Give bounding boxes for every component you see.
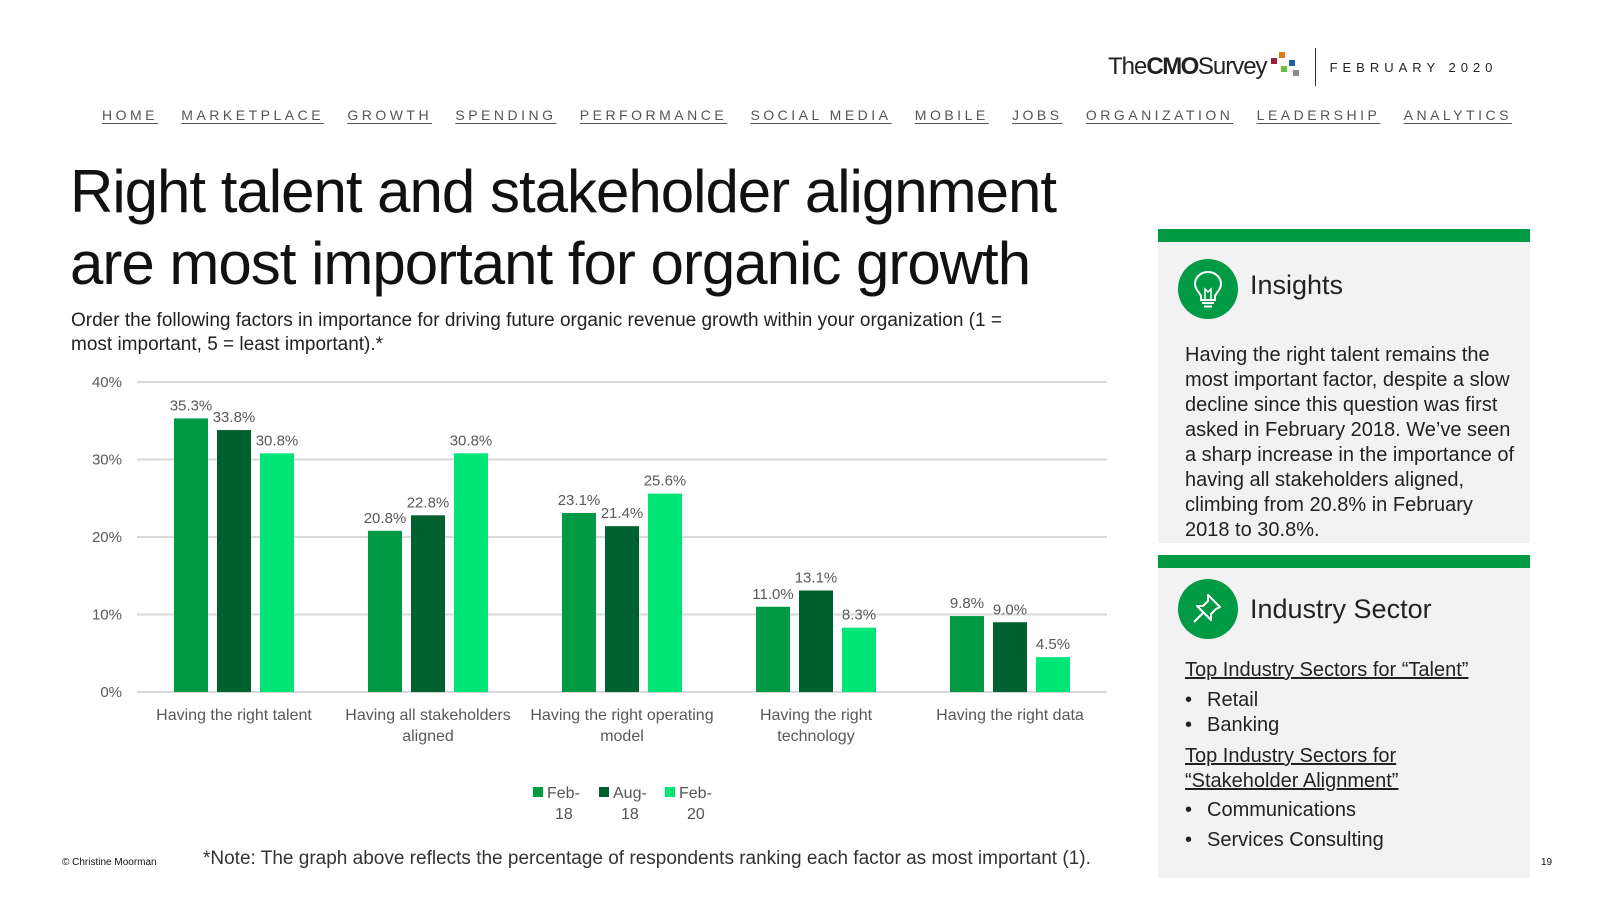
data-label: 33.8% [213, 409, 256, 426]
pushpin-icon [1178, 579, 1238, 639]
bar [411, 515, 445, 692]
legend-item-aug-18: Aug- 18 [599, 783, 653, 825]
logo-divider [1314, 48, 1316, 86]
data-label: 9.0% [993, 601, 1027, 618]
list-item: Retail [1185, 688, 1279, 713]
bar [993, 622, 1027, 692]
bar [756, 606, 790, 692]
data-label: 4.5% [1036, 636, 1070, 653]
x-category-label: aligned [402, 728, 454, 745]
stakeholder-sectors-list: Communications Services Consulting [1185, 798, 1384, 853]
insights-text: Having the right talent remains the most… [1185, 344, 1515, 541]
nav-growth[interactable]: GROWTH [347, 107, 433, 123]
nav-performance[interactable]: PERFORMANCE [579, 107, 728, 123]
x-category-label: Having all stakeholders [345, 707, 510, 724]
bar [368, 530, 402, 692]
data-label: 35.3% [170, 397, 213, 414]
bar [605, 526, 639, 692]
data-label: 30.8% [256, 432, 299, 449]
industry-sector-heading: Industry Sector [1250, 594, 1432, 624]
logo-wordmark: TheCMOSurvey [1108, 53, 1268, 80]
x-category-label: model [600, 728, 644, 745]
bar [950, 616, 984, 692]
stakeholder-sectors-title: Top Industry Sectors for “Stakeholder Al… [1185, 745, 1399, 792]
legend-label-feb-18-line1: Feb- [547, 785, 580, 802]
data-label: 9.8% [950, 595, 984, 612]
lightbulb-icon [1178, 259, 1238, 319]
bar [217, 430, 251, 692]
bar [842, 627, 876, 692]
nav-spending[interactable]: SPENDING [455, 107, 557, 123]
legend-swatch-aug-18 [599, 787, 609, 797]
bar [799, 590, 833, 692]
top-navigation: HOME MARKETPLACE GROWTH SPENDING PERFORM… [102, 107, 1512, 123]
x-category-label: Having the right operating [530, 707, 713, 724]
data-label: 13.1% [795, 569, 838, 586]
data-label: 11.0% [752, 586, 793, 603]
insights-panel: Insights Having the right talent remains… [1158, 229, 1530, 543]
list-item: Banking [1185, 713, 1279, 738]
data-label: 8.3% [842, 607, 876, 624]
industry-sector-panel: Industry Sector Top Industry Sectors for… [1158, 555, 1530, 878]
nav-marketplace[interactable]: MARKETPLACE [181, 107, 325, 123]
y-tick-label: 30% [92, 452, 122, 469]
bar [174, 418, 208, 692]
survey-question: Order the following factors in importanc… [71, 310, 1002, 355]
list-item: Services Consulting [1185, 828, 1384, 853]
x-category-label: Having the right [760, 707, 873, 724]
bar [260, 453, 294, 692]
survey-date: FEBRUARY 2020 [1329, 59, 1498, 75]
chart-footnote: *Note: The graph above reflects the perc… [203, 848, 1091, 869]
x-category-label: Having the right talent [156, 707, 312, 724]
list-item: Communications [1185, 798, 1384, 823]
data-label: 25.6% [644, 473, 687, 490]
legend-swatch-feb-18 [533, 787, 543, 797]
talent-sectors-list: Retail Banking [1185, 688, 1279, 738]
nav-mobile[interactable]: MOBILE [914, 107, 989, 123]
nav-home[interactable]: HOME [102, 107, 158, 123]
x-category-label: Having the right data [936, 707, 1084, 724]
x-category-label: technology [777, 728, 854, 745]
legend-item-feb-20: Feb- 20 [665, 783, 719, 825]
y-tick-label: 0% [100, 684, 122, 701]
bar [648, 493, 682, 692]
nav-social-media[interactable]: SOCIAL MEDIA [750, 107, 892, 123]
legend-label-feb-18-line2: 18 [555, 806, 573, 823]
page-title: Right talent and stakeholder alignment a… [70, 158, 1057, 297]
data-label: 22.8% [407, 494, 450, 511]
data-label: 23.1% [558, 492, 601, 509]
cmo-survey-logo: TheCMOSurvey FEBRUARY 2020 [1108, 48, 1498, 86]
y-tick-label: 40% [92, 374, 122, 391]
chart-legend: Feb- 18 Aug- 18 Feb- 20 [533, 783, 719, 825]
talent-sectors-title: Top Industry Sectors for “Talent” [1185, 659, 1469, 681]
legend-label-feb-20-line1: Feb- [679, 785, 712, 802]
copyright: © Christine Moorman [62, 857, 157, 868]
insights-heading: Insights [1250, 270, 1344, 300]
nav-leadership[interactable]: LEADERSHIP [1256, 107, 1381, 123]
y-tick-label: 10% [92, 607, 122, 624]
legend-swatch-feb-20 [665, 787, 675, 797]
logo-dots-icon [1269, 52, 1305, 82]
bar-chart: 0%10%20%30%40%35.3%33.8%30.8%Having the … [92, 374, 1107, 745]
nav-analytics[interactable]: ANALYTICS [1403, 107, 1512, 123]
y-tick-label: 20% [92, 529, 122, 546]
page-number: 19 [1541, 857, 1553, 868]
data-label: 20.8% [364, 510, 407, 527]
data-label: 30.8% [450, 432, 493, 449]
bar [562, 512, 596, 692]
legend-label-aug-18-line1: Aug- [613, 785, 647, 802]
bar [1036, 657, 1070, 692]
nav-jobs[interactable]: JOBS [1011, 107, 1063, 123]
bar [454, 453, 488, 692]
legend-item-feb-18: Feb- 18 [533, 783, 587, 825]
legend-label-feb-20-line2: 20 [687, 806, 705, 823]
data-label: 21.4% [601, 505, 644, 522]
nav-organization[interactable]: ORGANIZATION [1085, 107, 1234, 123]
legend-label-aug-18-line2: 18 [621, 806, 639, 823]
